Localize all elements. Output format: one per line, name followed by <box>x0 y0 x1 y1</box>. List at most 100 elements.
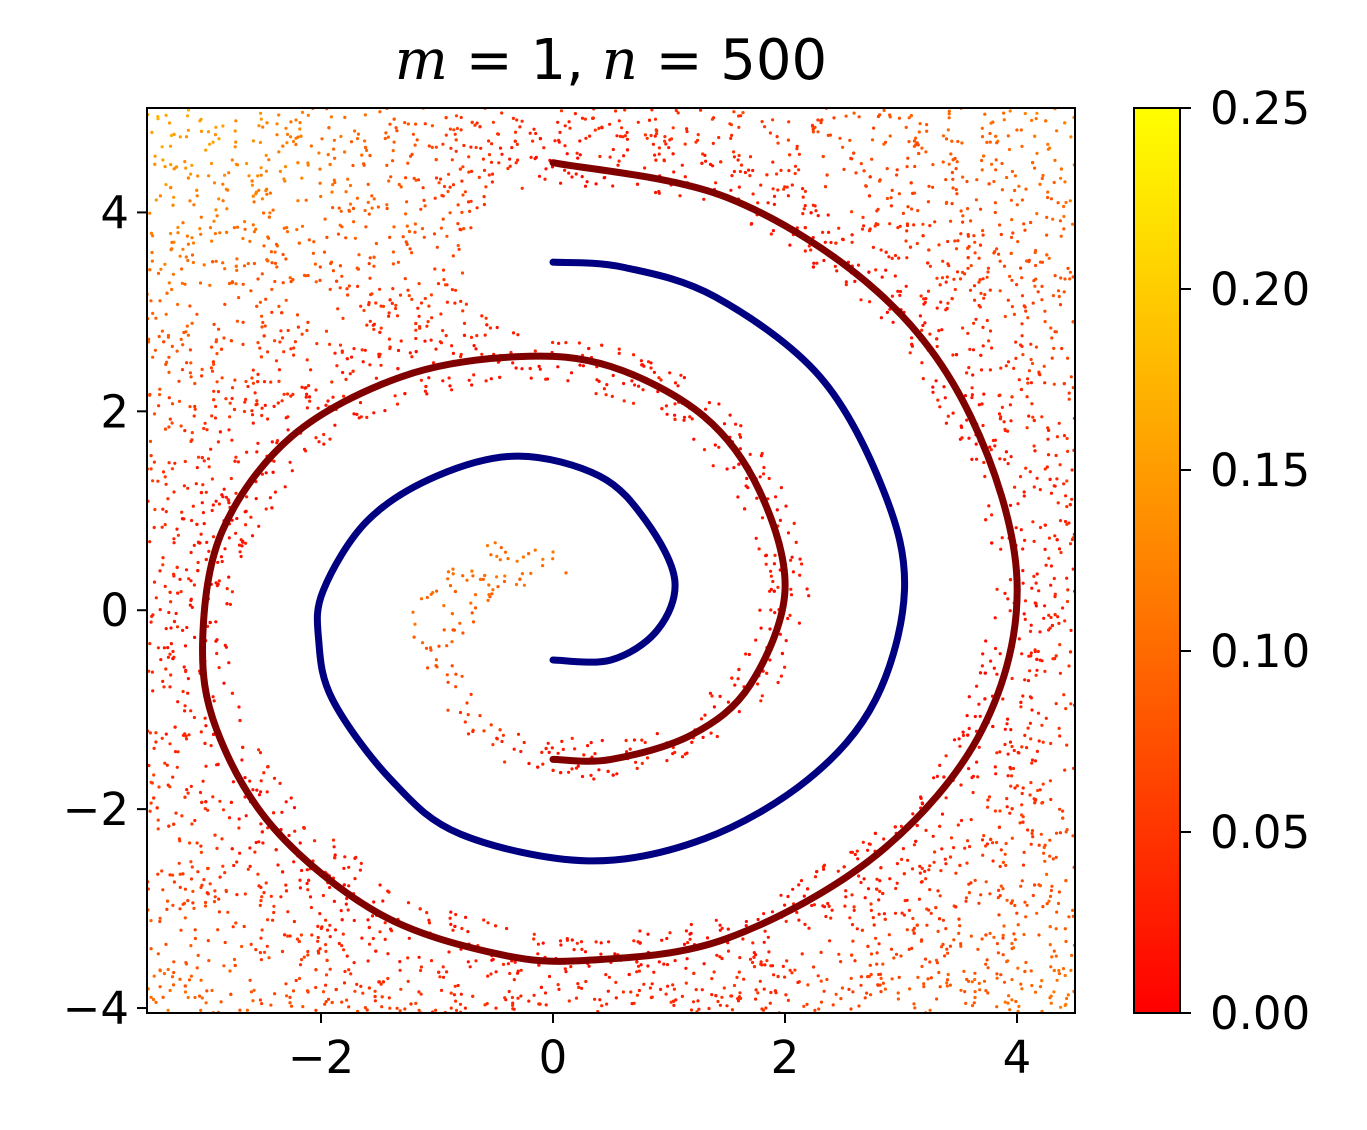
scatter-point <box>993 616 997 620</box>
scatter-point <box>928 960 932 964</box>
scatter-point <box>217 897 221 901</box>
scatter-point <box>154 198 158 202</box>
scatter-point <box>288 934 292 938</box>
scatter-point <box>1028 470 1032 474</box>
scatter-point <box>189 860 193 864</box>
scatter-point <box>622 154 626 158</box>
scatter-point <box>173 461 177 465</box>
scatter-point <box>522 583 527 587</box>
scatter-point <box>880 275 884 279</box>
scatter-point <box>569 371 574 375</box>
scatter-point <box>285 132 290 136</box>
scatter-point <box>1016 502 1020 506</box>
scatter-point <box>541 564 545 568</box>
scatter-point <box>297 976 302 981</box>
scatter-point <box>1009 419 1013 423</box>
scatter-point <box>377 355 381 359</box>
scatter-point <box>600 738 604 743</box>
scatter-point <box>961 175 965 179</box>
scatter-point <box>528 131 532 135</box>
scatter-point <box>190 163 194 167</box>
scatter-point <box>210 508 214 513</box>
scatter-point <box>189 361 193 365</box>
scatter-point <box>199 491 203 495</box>
scatter-point <box>1067 664 1071 668</box>
scatter-point <box>738 991 742 995</box>
scatter-point <box>853 279 857 283</box>
scatter-point <box>1025 426 1029 430</box>
scatter-point <box>615 134 619 138</box>
scatter-point <box>1040 176 1044 181</box>
scatter-point <box>307 395 312 399</box>
scatter-point <box>855 927 859 931</box>
scatter-point <box>720 926 724 930</box>
scatter-point <box>776 585 780 589</box>
scatter-point <box>406 979 410 984</box>
scatter-point <box>909 114 913 118</box>
scatter-point <box>874 268 878 272</box>
scatter-point <box>340 1000 344 1004</box>
scatter-point <box>192 583 196 587</box>
scatter-point <box>683 175 687 179</box>
scatter-point <box>722 422 727 426</box>
scatter-point <box>494 1006 498 1010</box>
scatter-point <box>324 983 328 987</box>
scatter-point <box>906 858 910 862</box>
scatter-point <box>939 869 943 873</box>
scatter-point <box>516 732 521 736</box>
scatter-point <box>937 917 942 921</box>
scatter-point <box>541 762 545 766</box>
scatter-point <box>533 548 537 552</box>
scatter-point <box>920 866 924 871</box>
scatter-point <box>237 817 241 821</box>
scatter-point <box>508 157 512 161</box>
scatter-point <box>342 866 346 871</box>
scatter-point <box>243 220 247 224</box>
scatter-point <box>234 491 238 495</box>
scatter-point <box>593 128 597 132</box>
scatter-point <box>754 988 758 992</box>
scatter-point <box>625 750 629 754</box>
scatter-point <box>963 990 967 994</box>
scatter-point <box>195 841 199 845</box>
scatter-point <box>720 956 724 961</box>
scatter-point <box>1058 734 1062 738</box>
scatter-point <box>488 326 492 330</box>
scatter-point <box>486 598 490 603</box>
scatter-point <box>830 908 834 912</box>
scatter-point <box>186 995 190 1000</box>
scatter-point <box>248 239 252 243</box>
scatter-point <box>771 160 775 164</box>
scatter-point <box>298 121 302 125</box>
scatter-point <box>387 311 391 315</box>
scatter-point <box>434 158 438 162</box>
scatter-point <box>771 187 775 191</box>
scatter-point <box>984 518 988 522</box>
scatter-point <box>982 392 986 396</box>
scatter-point <box>266 417 270 421</box>
scatter-point <box>610 394 614 398</box>
scatter-point <box>156 115 160 119</box>
scatter-point <box>380 1005 384 1009</box>
scatter-point <box>810 124 815 128</box>
scatter-point <box>1052 576 1056 581</box>
scatter-point <box>510 146 514 150</box>
scatter-point <box>1061 816 1065 820</box>
scatter-point <box>973 251 977 255</box>
scatter-point <box>579 940 584 944</box>
scatter-point <box>217 327 221 331</box>
scatter-point <box>410 152 414 156</box>
scatter-point <box>171 203 175 207</box>
scatter-point <box>995 672 999 676</box>
scatter-point <box>672 999 676 1003</box>
scatter-point <box>712 116 716 120</box>
scatter-point <box>501 962 506 967</box>
scatter-point <box>546 741 550 745</box>
scatter-point <box>465 578 469 582</box>
scatter-point <box>786 894 790 899</box>
scatter-point <box>338 286 342 290</box>
scatter-point <box>176 302 180 307</box>
scatter-point <box>282 177 286 181</box>
scatter-point <box>1047 613 1051 617</box>
scatter-point <box>944 178 948 182</box>
